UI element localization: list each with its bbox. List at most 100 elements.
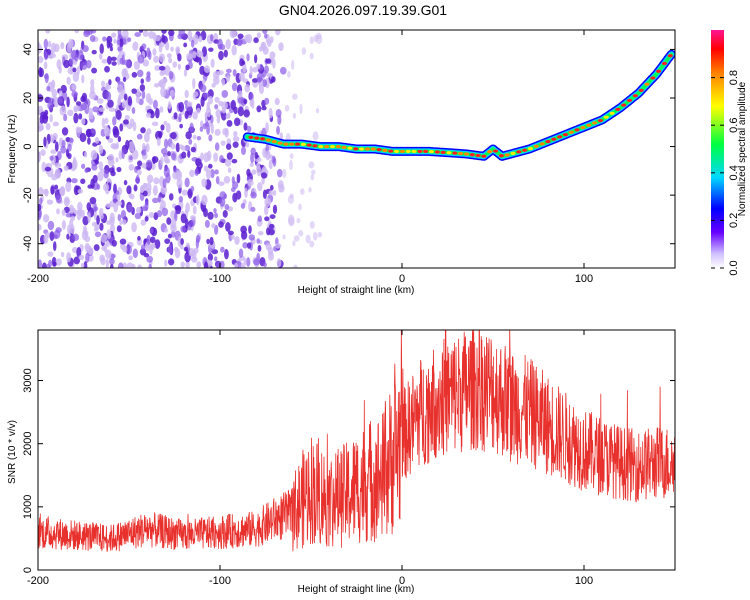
noise-blob [180,261,185,268]
noise-blob [98,107,105,112]
noise-blob [71,84,77,91]
noise-blob [243,257,247,266]
noise-blob [51,79,56,89]
noise-blob [261,105,267,111]
noise-blob [175,170,183,181]
snr-y-tick-label: 3000 [22,368,34,392]
noise-blob [248,225,252,234]
noise-blob [175,142,180,153]
noise-blob [184,177,190,188]
noise-blob [214,212,218,219]
snr-x-tick-label: -100 [209,575,231,587]
noise-blob [142,30,149,38]
noise-blob [135,174,140,185]
noise-blob [98,53,103,60]
ridge-peak [277,141,283,145]
noise-blob [275,109,282,118]
noise-blob [177,53,182,62]
noise-blob [264,204,269,216]
noise-blob [232,141,239,148]
noise-blob [98,144,104,155]
noise-blob [52,132,58,140]
noise-blob [66,96,70,108]
noise-blob [59,105,67,116]
noise-blob [88,112,94,120]
noise-blob [105,258,109,268]
noise-blob [109,224,116,234]
noise-blob [221,78,226,86]
noise-blob [141,43,147,50]
noise-blob [155,107,160,119]
colorbar-tick-label: 0.4 [728,165,740,180]
spectrogram-x-tick-label: 0 [399,273,405,285]
noise-blob [222,209,228,218]
noise-blob [131,149,139,160]
noise-blob [140,162,148,169]
noise-blob [177,63,182,70]
noise-blob [77,49,84,61]
noise-blob [81,118,86,125]
ridge-peak [393,149,400,154]
ridge-peak [650,76,656,80]
ridge-peak [597,118,603,123]
spectrogram-x-tick-label: -100 [209,273,231,285]
noise-blob [223,49,228,58]
noise-blob [213,33,219,42]
snr-y-tick-label: 2000 [22,431,34,455]
noise-blob [123,119,129,125]
noise-blob [167,151,171,157]
noise-blob [91,49,97,55]
noise-blob [146,255,153,263]
noise-blob [140,127,146,134]
spectrogram-ridge [242,49,675,161]
noise-blob [289,193,294,199]
noise-blob [68,58,74,66]
noise-blob [207,253,214,262]
noise-blob [213,152,219,163]
noise-blob [67,67,74,75]
noise-blob [63,113,68,122]
noise-blob [54,168,61,179]
noise-blob [110,170,116,177]
noise-blob [160,148,168,155]
noise-blob [101,117,106,129]
noise-blob [230,99,237,111]
noise-blob [80,178,86,185]
noise-blob [68,204,75,215]
ridge-peak [376,147,382,152]
noise-blob [146,174,154,184]
spectrogram-x-tick-label: -200 [27,273,49,285]
noise-blob [117,262,124,268]
noise-blob [110,143,117,149]
noise-blob [50,185,55,195]
noise-blob [157,131,163,139]
noise-blob [55,258,62,266]
noise-blob [214,104,219,110]
noise-blob [163,120,168,126]
noise-blob [192,78,196,89]
ridge-peak [510,151,516,155]
noise-blob [63,165,69,171]
noise-blob [117,30,122,38]
ridge-peak [487,150,493,154]
noise-blob [258,83,265,95]
noise-blob [265,122,269,133]
noise-blob [91,67,98,74]
noise-blob [231,82,238,92]
colorbar-tick-label: 0.8 [728,70,740,85]
noise-blob [230,234,235,240]
ridge-peak [364,147,371,151]
noise-blob [199,126,204,132]
noise-blob [131,71,138,78]
noise-blob [126,262,134,268]
noise-blob [38,186,44,196]
noise-blob [145,75,151,83]
noise-blob [174,211,178,222]
ridge-peak [545,139,551,144]
noise-blob [136,169,142,176]
noise-blob [38,123,44,130]
noise-blob [106,39,111,49]
noise-blob [234,235,240,245]
noise-blob [186,53,193,60]
